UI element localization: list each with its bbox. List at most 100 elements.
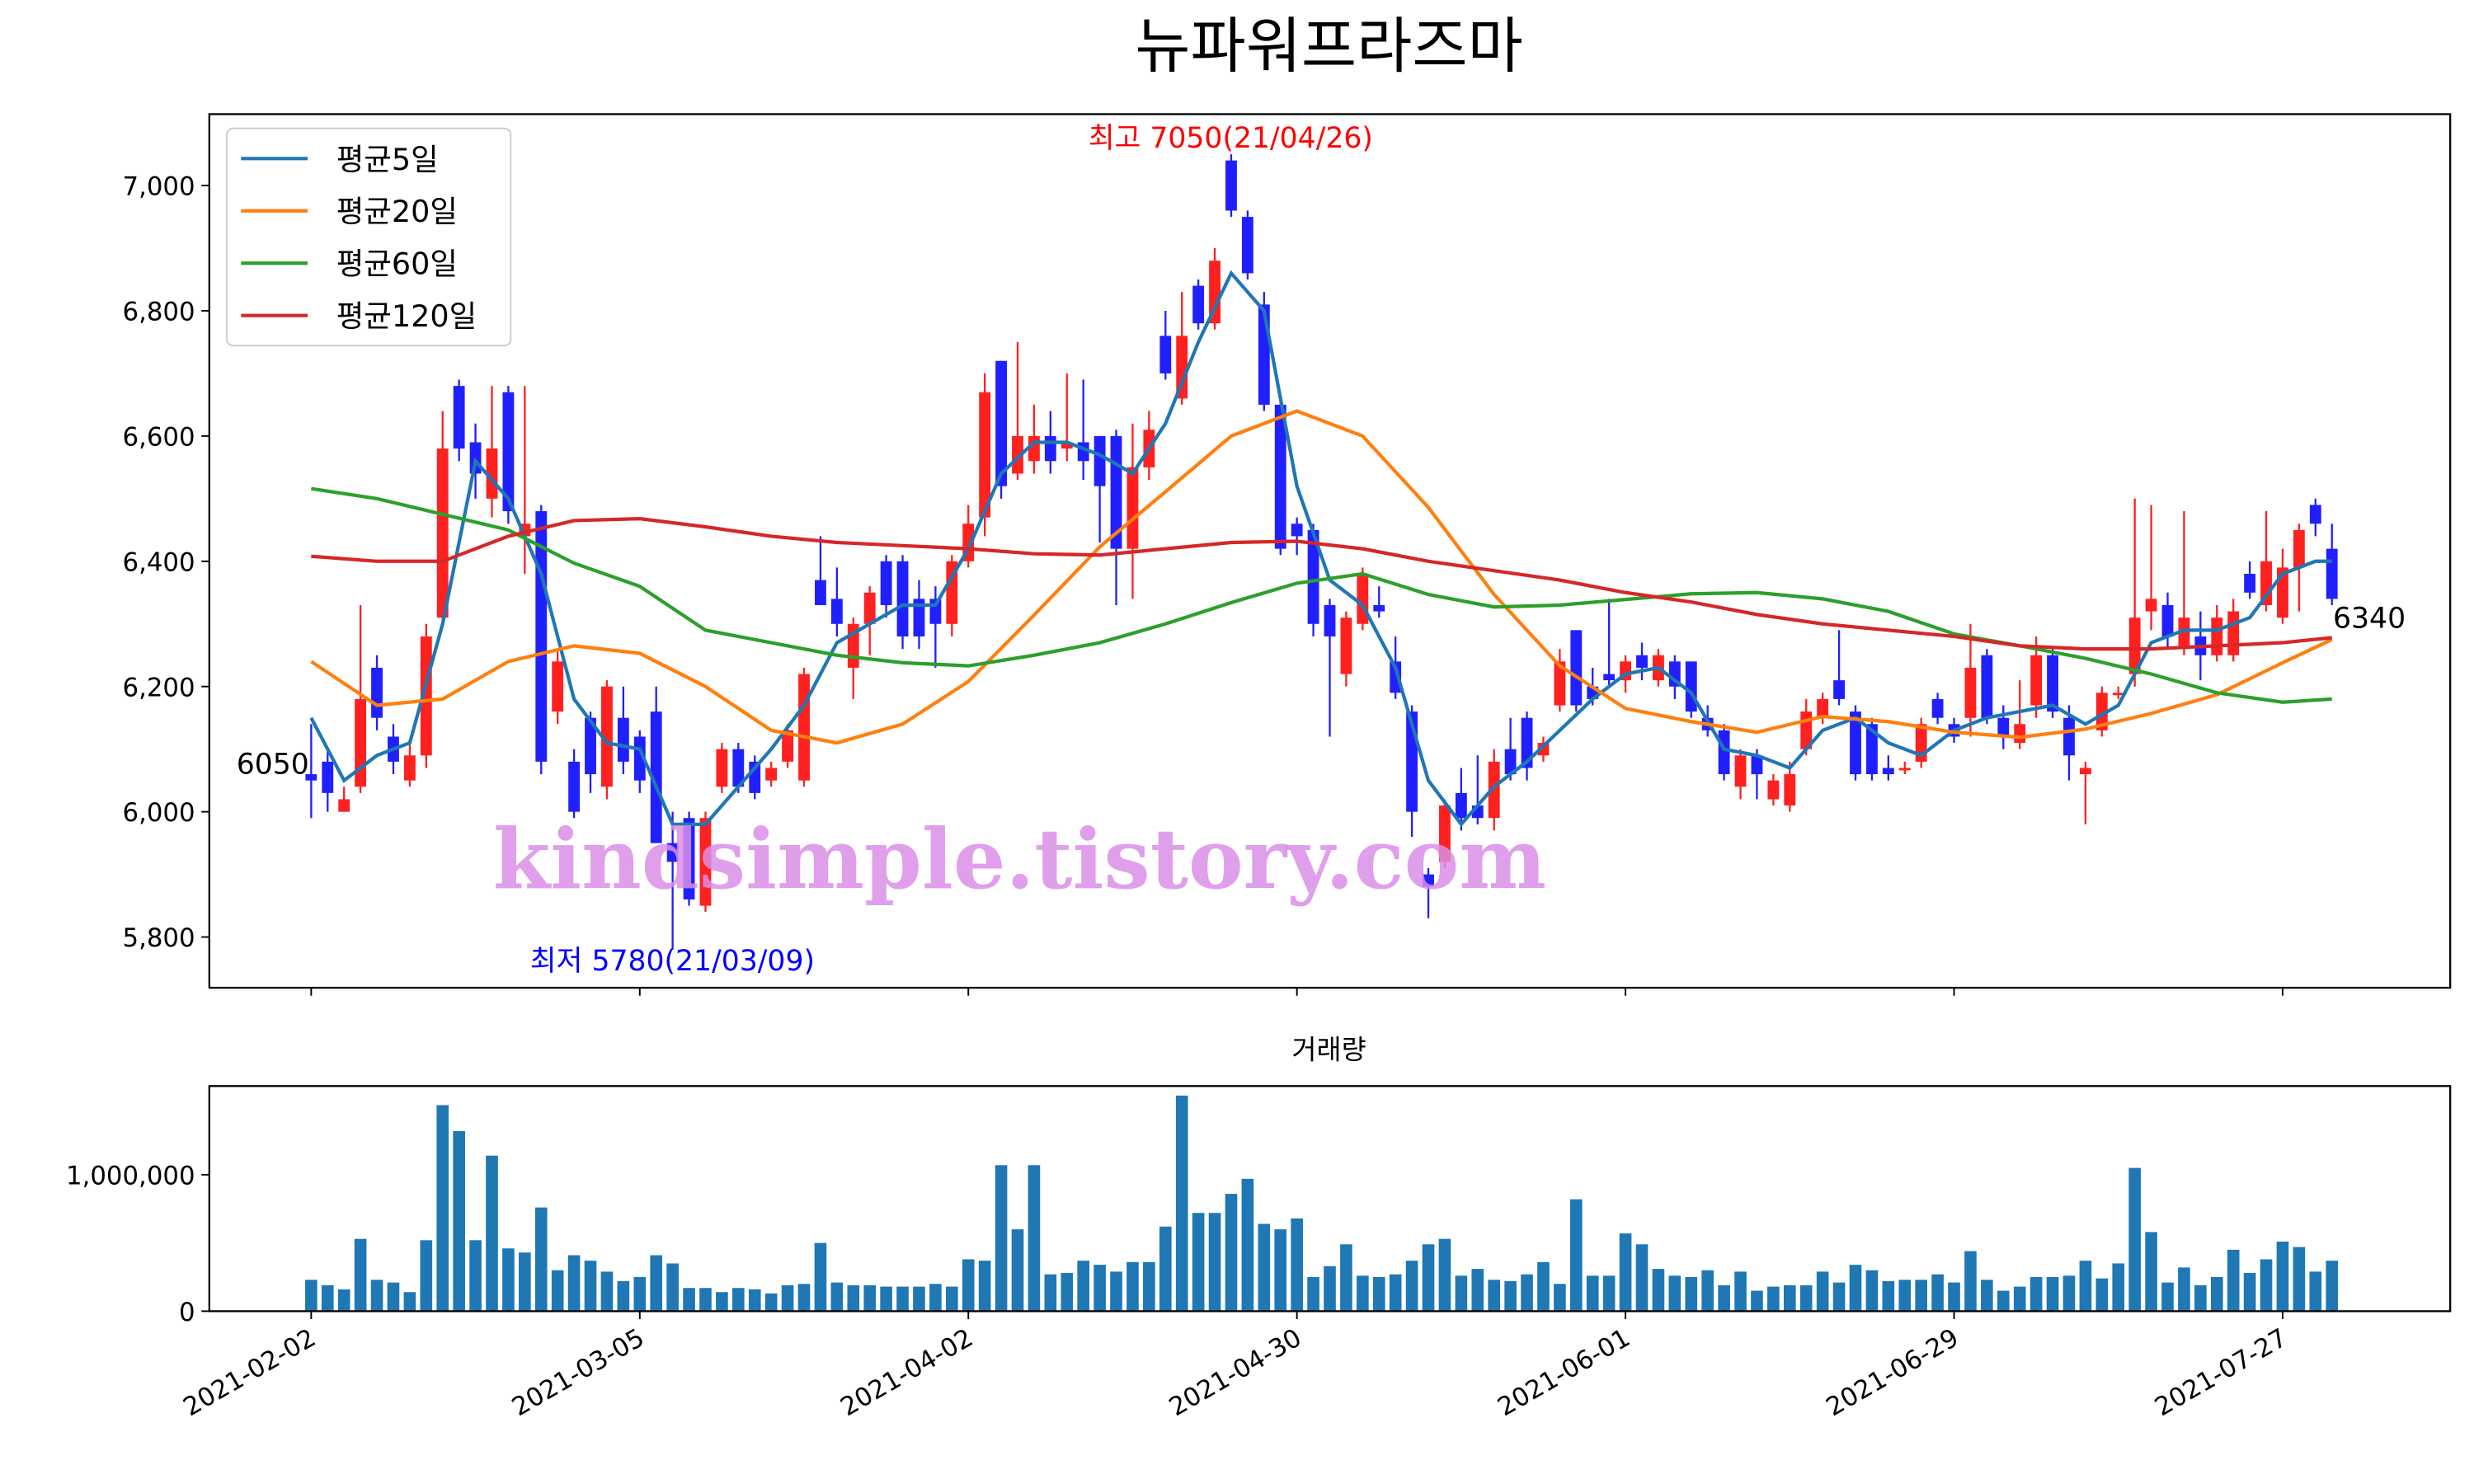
volume-bar <box>1274 1229 1287 1312</box>
volume-bar <box>1898 1280 1912 1312</box>
volume-bar <box>880 1286 892 1312</box>
volume-bar <box>2062 1275 2076 1312</box>
candle-body <box>979 392 991 518</box>
candle-body <box>1373 604 1385 612</box>
volume-bar <box>929 1284 942 1312</box>
candle-body <box>1094 435 1106 486</box>
candle-body <box>1997 717 2010 737</box>
candle-body <box>1159 336 1172 373</box>
candle-body <box>1176 336 1188 399</box>
volume-bar <box>1668 1275 1681 1312</box>
candle-body <box>732 749 745 787</box>
candle-body <box>2161 604 2174 636</box>
watermark: kindsimple.tistory.com <box>493 810 1546 908</box>
volume-bar <box>1258 1223 1271 1312</box>
volume-bar <box>1504 1280 1517 1312</box>
volume-bar <box>551 1270 564 1312</box>
volume-bar <box>1143 1261 1155 1312</box>
candle-body <box>601 686 613 787</box>
volume-bar <box>1767 1286 1780 1312</box>
volume-bar <box>814 1242 827 1312</box>
volume-bar <box>2260 1259 2273 1312</box>
legend-label: 평균5일 <box>336 142 439 177</box>
volume-bar <box>1307 1277 1319 1312</box>
volume-bar <box>896 1286 909 1312</box>
candle-body <box>1817 698 1829 718</box>
volume-bar <box>2276 1241 2289 1312</box>
volume-bar <box>502 1248 515 1312</box>
legend-label: 평균120일 <box>336 298 477 334</box>
volume-bar <box>403 1292 416 1312</box>
volume-bar <box>354 1238 367 1312</box>
volume-bar <box>1455 1275 1468 1312</box>
volume-bar <box>469 1240 482 1312</box>
volume-bar <box>1570 1199 1583 1312</box>
candle-body <box>1931 698 1944 718</box>
candle-body <box>502 392 515 512</box>
volume-bar <box>1126 1261 1139 1312</box>
volume-bar <box>305 1280 317 1312</box>
candle-body <box>830 599 843 624</box>
volume-bar <box>387 1282 400 1312</box>
candle-body <box>2079 768 2091 775</box>
y-tick-label: 1,000,000 <box>66 1161 195 1190</box>
volume-bar <box>1537 1261 1550 1312</box>
volume-bar <box>1061 1273 1074 1312</box>
candle-body <box>2030 655 2043 706</box>
candle-body <box>2227 611 2240 655</box>
volume-bar <box>1619 1233 1632 1312</box>
volume-bar <box>716 1292 728 1312</box>
volume-title: 거래량 <box>1291 1035 1366 1066</box>
candle-body <box>1767 780 1780 800</box>
volume-bar <box>567 1255 581 1312</box>
candle-body <box>355 698 367 787</box>
volume-bar <box>1554 1284 1566 1312</box>
volume-bar <box>2079 1261 2092 1312</box>
plot-frame <box>208 1085 2452 1313</box>
volume-bar <box>1981 1280 1993 1312</box>
volume-bar <box>1159 1226 1172 1312</box>
volume-bar <box>633 1277 647 1312</box>
volume-bar <box>337 1289 350 1312</box>
candle-body <box>617 717 629 762</box>
candle-body <box>1981 655 1993 718</box>
y-tick-label: 6,200 <box>123 673 195 702</box>
candle-body <box>2326 548 2338 599</box>
candle-body <box>1307 529 1319 624</box>
volume-bar <box>1734 1271 1747 1312</box>
candle-body <box>2047 655 2058 712</box>
volume-bar <box>2194 1284 2207 1312</box>
volume-bar <box>370 1280 383 1312</box>
y-tick-label: 0 <box>179 1298 195 1327</box>
volume-bar <box>2210 1277 2223 1312</box>
candle-body <box>585 717 596 775</box>
volume-bar <box>1405 1261 1418 1312</box>
volume-bar <box>1701 1270 1714 1312</box>
y-tick-label: 7,000 <box>123 172 195 202</box>
volume-bar <box>2112 1263 2125 1312</box>
volume-bar <box>2227 1249 2240 1312</box>
candle-body <box>765 768 778 781</box>
annotation: 6050 <box>237 748 309 781</box>
candle-body <box>913 599 925 636</box>
candle-body <box>436 448 449 618</box>
volume-bar <box>2161 1282 2174 1312</box>
candle-body <box>699 818 712 906</box>
candle-body <box>1126 467 1139 549</box>
volume-bar <box>2128 1167 2141 1312</box>
volume-bar <box>781 1284 794 1312</box>
candle-body <box>322 761 334 793</box>
volume-bar <box>453 1130 465 1312</box>
volume-bar <box>1028 1165 1041 1312</box>
volume-bar <box>962 1259 975 1312</box>
candle-body <box>1685 661 1697 712</box>
candle-body <box>1455 792 1467 819</box>
volume-bar <box>584 1261 597 1312</box>
candle-body <box>2063 717 2075 756</box>
volume-bar <box>486 1155 498 1312</box>
candle-body <box>1192 285 1205 324</box>
volume-bar <box>1225 1194 1238 1312</box>
volume-bar <box>321 1284 334 1312</box>
volume-bar <box>650 1255 663 1312</box>
